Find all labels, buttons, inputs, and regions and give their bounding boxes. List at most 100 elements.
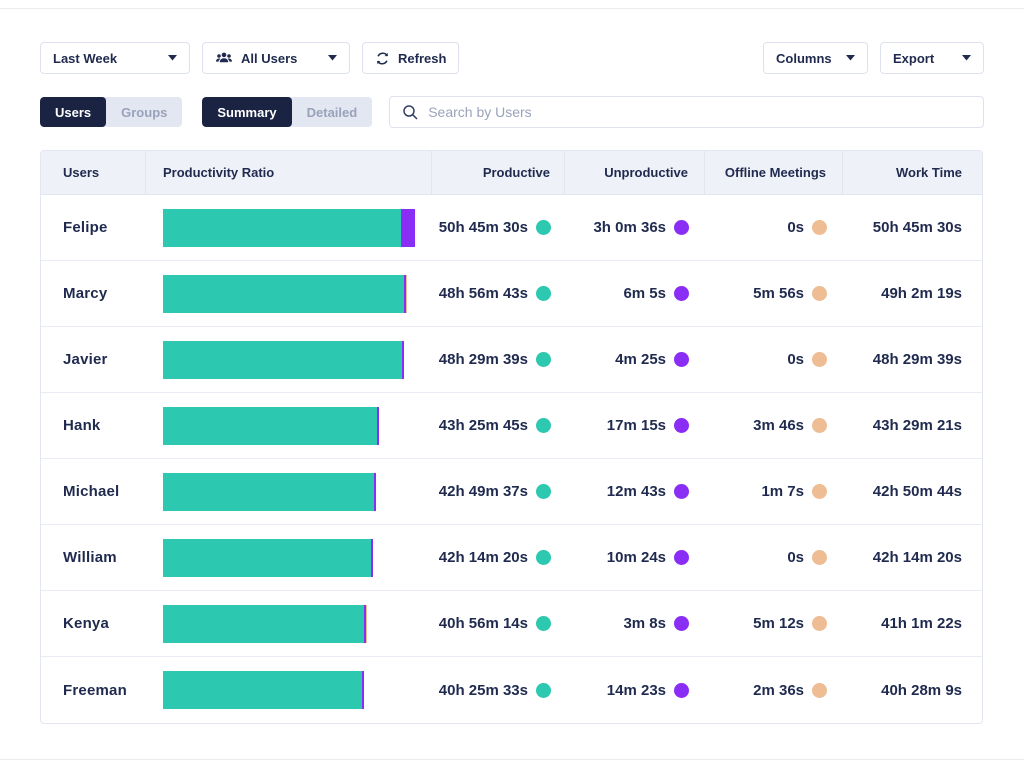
productive-dot xyxy=(536,683,551,698)
search-input[interactable] xyxy=(428,104,971,120)
bar-unproductive-segment xyxy=(371,539,373,577)
table-row[interactable]: Michael 42h 49m 37s 12m 43s 1m 7s 42h 50… xyxy=(41,459,982,525)
bar-productive-segment xyxy=(163,209,401,247)
user-name-cell[interactable]: Michael xyxy=(41,459,146,524)
table-row[interactable]: Kenya 40h 56m 14s 3m 8s 5m 12s 41h 1m 22… xyxy=(41,591,982,657)
unproductive-value: 12m 43s xyxy=(607,483,666,500)
productive-cell: 40h 56m 14s xyxy=(432,591,565,656)
user-name: Javier xyxy=(63,351,108,368)
work-time-value: 41h 1m 22s xyxy=(881,615,962,632)
toggle-detailed[interactable]: Detailed xyxy=(292,97,373,127)
unproductive-dot xyxy=(674,352,689,367)
unproductive-dot xyxy=(674,616,689,631)
offline-meetings-value: 1m 7s xyxy=(761,483,804,500)
user-name-cell[interactable]: Marcy xyxy=(41,261,146,326)
productive-value: 48h 56m 43s xyxy=(439,285,528,302)
search-box xyxy=(389,96,984,128)
toggle-users[interactable]: Users xyxy=(40,97,106,127)
table-row[interactable]: Hank 43h 25m 45s 17m 15s 3m 46s 43h 29m … xyxy=(41,393,982,459)
unproductive-value: 3h 0m 36s xyxy=(593,219,666,236)
unproductive-cell: 4m 25s xyxy=(565,327,705,392)
page-top-border xyxy=(0,8,1024,9)
export-dropdown[interactable]: Export xyxy=(880,42,984,74)
productive-cell: 43h 25m 45s xyxy=(432,393,565,458)
user-name-cell[interactable]: Hank xyxy=(41,393,146,458)
search-icon xyxy=(402,104,418,120)
offline-meetings-cell: 1m 7s xyxy=(705,459,843,524)
offline-meetings-value: 5m 12s xyxy=(753,615,804,632)
users-dropdown-label: All Users xyxy=(241,51,297,66)
period-dropdown[interactable]: Last Week xyxy=(40,42,190,74)
work-time-cell: 50h 45m 30s xyxy=(843,195,982,260)
column-header-unproductive[interactable]: Unproductive xyxy=(565,151,705,194)
users-filter-dropdown[interactable]: All Users xyxy=(202,42,350,74)
productive-cell: 50h 45m 30s xyxy=(432,195,565,260)
productivity-ratio-cell xyxy=(146,195,432,260)
column-header-productive[interactable]: Productive xyxy=(432,151,565,194)
entity-toggle: Users Groups xyxy=(40,97,182,127)
offline-meetings-dot xyxy=(812,286,827,301)
table-row[interactable]: Javier 48h 29m 39s 4m 25s 0s 48h 29m 39s xyxy=(41,327,982,393)
offline-meetings-dot xyxy=(812,484,827,499)
work-time-value: 48h 29m 39s xyxy=(873,351,962,368)
productivity-bar xyxy=(163,605,367,643)
productivity-ratio-cell xyxy=(146,657,432,723)
bar-productive-segment xyxy=(163,539,371,577)
work-time-cell: 42h 50m 44s xyxy=(843,459,982,524)
user-name-cell[interactable]: Freeman xyxy=(41,657,146,723)
unproductive-value: 17m 15s xyxy=(607,417,666,434)
toolbar-left-group: Last Week All Users xyxy=(40,42,459,74)
productivity-ratio-cell xyxy=(146,525,432,590)
productivity-bar xyxy=(163,539,373,577)
chevron-down-icon xyxy=(962,55,971,61)
period-dropdown-label: Last Week xyxy=(53,51,117,66)
offline-meetings-cell: 0s xyxy=(705,195,843,260)
productive-dot xyxy=(536,484,551,499)
table-row[interactable]: William 42h 14m 20s 10m 24s 0s 42h 14m 2… xyxy=(41,525,982,591)
user-name-cell[interactable]: Javier xyxy=(41,327,146,392)
productivity-bar xyxy=(163,407,379,445)
column-header-users[interactable]: Users xyxy=(41,151,146,194)
offline-meetings-value: 2m 36s xyxy=(753,682,804,699)
offline-meetings-value: 0s xyxy=(787,549,804,566)
table-header: Users Productivity Ratio Productive Unpr… xyxy=(41,151,982,195)
columns-dropdown[interactable]: Columns xyxy=(763,42,868,74)
unproductive-value: 14m 23s xyxy=(607,682,666,699)
refresh-button[interactable]: Refresh xyxy=(362,42,459,74)
column-header-offline-meetings[interactable]: Offline Meetings xyxy=(705,151,843,194)
unproductive-value: 4m 25s xyxy=(615,351,666,368)
productive-value: 40h 56m 14s xyxy=(439,615,528,632)
work-time-cell: 49h 2m 19s xyxy=(843,261,982,326)
page-bottom-border xyxy=(0,759,1024,760)
table-row[interactable]: Felipe 50h 45m 30s 3h 0m 36s 0s 50h 45m … xyxy=(41,195,982,261)
user-name-cell[interactable]: William xyxy=(41,525,146,590)
user-name-cell[interactable]: Felipe xyxy=(41,195,146,260)
work-time-cell: 41h 1m 22s xyxy=(843,591,982,656)
column-header-productivity-ratio[interactable]: Productivity Ratio xyxy=(146,151,432,194)
productivity-ratio-cell xyxy=(146,327,432,392)
bar-productive-segment xyxy=(163,605,364,643)
bar-unproductive-segment xyxy=(402,341,404,379)
unproductive-dot xyxy=(674,683,689,698)
user-name-cell[interactable]: Kenya xyxy=(41,591,146,656)
work-time-value: 42h 14m 20s xyxy=(873,549,962,566)
unproductive-value: 10m 24s xyxy=(607,549,666,566)
offline-meetings-dot xyxy=(812,352,827,367)
productive-cell: 40h 25m 33s xyxy=(432,657,565,723)
toggle-summary[interactable]: Summary xyxy=(202,97,291,127)
bar-unproductive-segment xyxy=(401,209,415,247)
productive-value: 40h 25m 33s xyxy=(439,682,528,699)
table-row[interactable]: Marcy 48h 56m 43s 6m 5s 5m 56s 49h 2m 19… xyxy=(41,261,982,327)
toggle-groups[interactable]: Groups xyxy=(106,97,182,127)
productive-value: 42h 49m 37s xyxy=(439,483,528,500)
table-row[interactable]: Freeman 40h 25m 33s 14m 23s 2m 36s 40h 2… xyxy=(41,657,982,723)
unproductive-cell: 3m 8s xyxy=(565,591,705,656)
user-name: Felipe xyxy=(63,219,108,236)
productivity-ratio-cell xyxy=(146,393,432,458)
offline-meetings-value: 0s xyxy=(787,351,804,368)
column-header-work-time[interactable]: Work Time xyxy=(843,151,982,194)
bar-productive-segment xyxy=(163,341,402,379)
unproductive-cell: 12m 43s xyxy=(565,459,705,524)
productive-dot xyxy=(536,352,551,367)
user-name: Michael xyxy=(63,483,119,500)
